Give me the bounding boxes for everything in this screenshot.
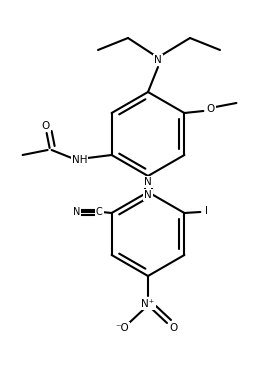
Text: O: O <box>170 323 178 333</box>
Text: ⁻O: ⁻O <box>115 323 129 333</box>
Text: N: N <box>144 190 152 200</box>
Text: O: O <box>41 121 50 131</box>
Text: I: I <box>205 206 208 216</box>
Text: NH: NH <box>72 155 87 165</box>
Text: N: N <box>144 177 152 187</box>
Text: N: N <box>154 55 162 65</box>
Text: C: C <box>96 207 103 217</box>
Text: O: O <box>206 104 214 114</box>
Text: N: N <box>73 207 80 217</box>
Text: N⁺: N⁺ <box>141 299 155 309</box>
